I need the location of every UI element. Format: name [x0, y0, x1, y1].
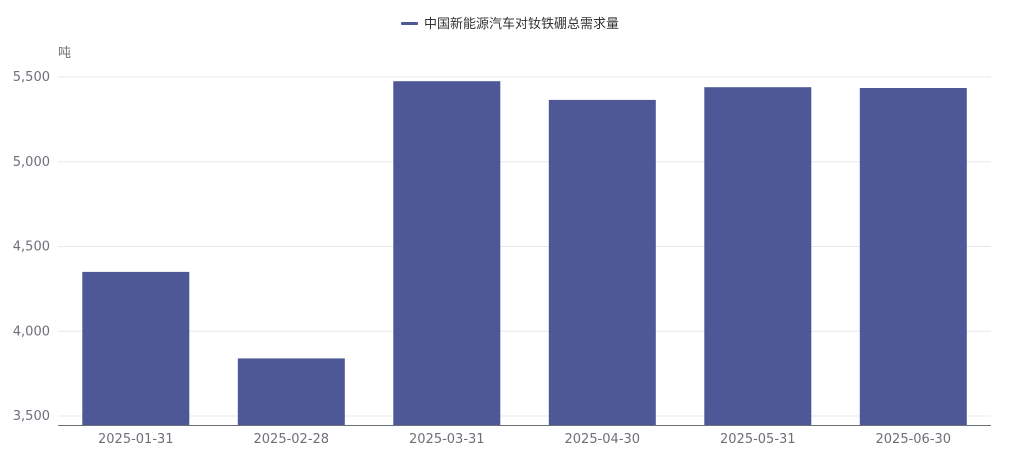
bar-2025-03-31[interactable] — [393, 81, 501, 425]
bar-2025-06-30[interactable] — [859, 88, 967, 425]
bars — [82, 81, 967, 426]
x-tick-label: 2025-01-31 — [98, 432, 174, 447]
bar-2025-04-30[interactable] — [548, 99, 656, 426]
gridlines — [58, 76, 991, 417]
x-tick-label: 2025-03-31 — [409, 432, 485, 447]
y-axis-unit-label: 吨 — [58, 46, 71, 61]
y-tick-label: 5,000 — [13, 155, 50, 170]
x-axis-ticks: 2025-01-31 2025-02-28 2025-03-31 2025-04-30… — [98, 432, 951, 447]
y-tick-label: 3,500 — [13, 409, 50, 424]
bar-2025-01-31[interactable] — [82, 271, 190, 425]
y-axis-ticks: 3,500 4,000 4,500 5,000 5,500 — [13, 70, 50, 424]
y-tick-label: 5,500 — [13, 70, 50, 85]
legend-label: 中国新能源汽车对钕铁硼总需求量 — [424, 16, 619, 32]
bar-2025-05-31[interactable] — [704, 87, 812, 425]
x-tick-label: 2025-02-28 — [254, 432, 330, 447]
bar-2025-02-28[interactable] — [237, 358, 345, 425]
legend[interactable]: 中国新能源汽车对钕铁硼总需求量 — [401, 16, 619, 32]
y-tick-label: 4,500 — [13, 240, 50, 255]
x-tick-label: 2025-05-31 — [720, 432, 796, 447]
x-tick-label: 2025-06-30 — [876, 432, 952, 447]
y-tick-label: 4,000 — [13, 324, 50, 339]
legend-swatch — [401, 22, 418, 25]
x-tick-label: 2025-04-30 — [565, 432, 641, 447]
